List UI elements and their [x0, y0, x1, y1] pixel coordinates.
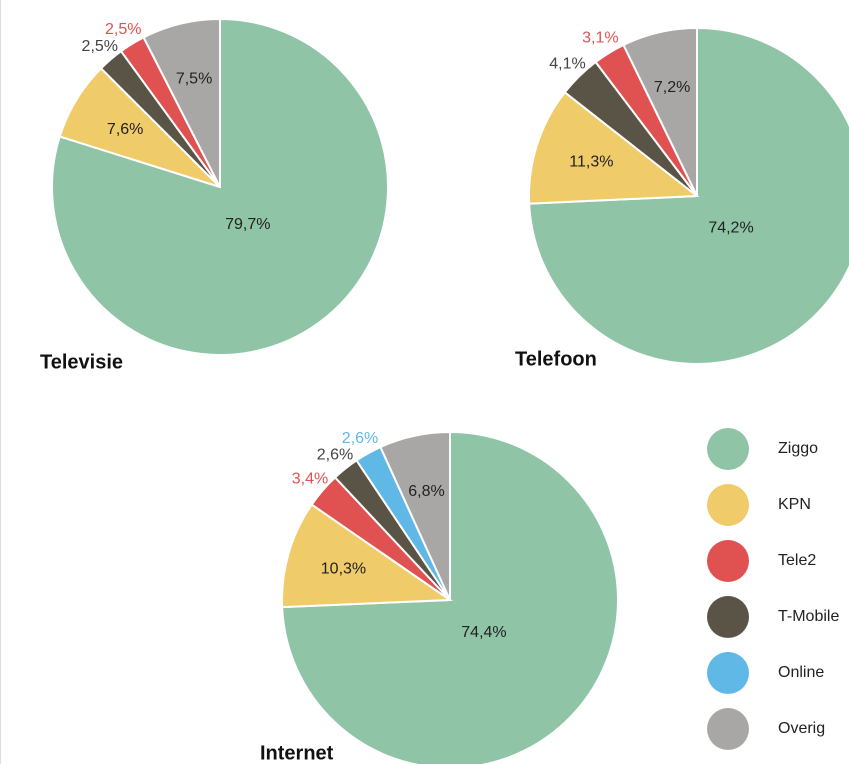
slice-label: 74,4% — [461, 624, 506, 641]
pie-slice — [379, 430, 451, 601]
slice-label: 7,6% — [107, 121, 143, 138]
legend-swatch — [707, 428, 749, 470]
pie-slice — [528, 90, 700, 205]
legend-label: T-Mobile — [778, 608, 839, 625]
slice-label: 10,3% — [321, 560, 366, 577]
slice-label: 6,8% — [408, 483, 444, 500]
pie-slice — [622, 26, 698, 197]
legend-label: Ziggo — [778, 440, 818, 457]
legend-swatch — [707, 540, 749, 582]
chart-title: Televisie — [40, 351, 123, 373]
pie-slice — [528, 26, 849, 365]
slice-label: 79,7% — [225, 216, 270, 233]
slice-label: 2,5% — [82, 38, 118, 55]
legend-label: Overig — [778, 720, 825, 737]
slice-label: 74,2% — [708, 220, 753, 237]
legend-swatch — [707, 484, 749, 526]
slice-label: 7,2% — [654, 79, 690, 96]
legend-swatch — [707, 596, 749, 638]
legend-swatch — [707, 652, 749, 694]
legend-swatch — [707, 708, 749, 750]
pie-slice — [51, 17, 389, 356]
legend-label: Online — [778, 664, 824, 681]
chart-title: Telefoon — [515, 348, 597, 370]
chart-title: Internet — [260, 742, 334, 764]
legend-label: KPN — [778, 496, 811, 513]
slice-label: 3,4% — [292, 471, 328, 488]
pie-slice — [281, 503, 454, 609]
slice-label: 11,3% — [569, 153, 613, 170]
slice-label: 3,1% — [582, 30, 618, 47]
slice-label: 2,6% — [317, 447, 353, 464]
slice-label: 7,5% — [176, 70, 212, 87]
slice-label: 2,5% — [105, 21, 141, 38]
slice-label: 4,1% — [549, 55, 585, 72]
legend-label: Tele2 — [778, 552, 816, 569]
pie-slice — [142, 17, 221, 188]
slice-label: 2,6% — [342, 430, 378, 447]
